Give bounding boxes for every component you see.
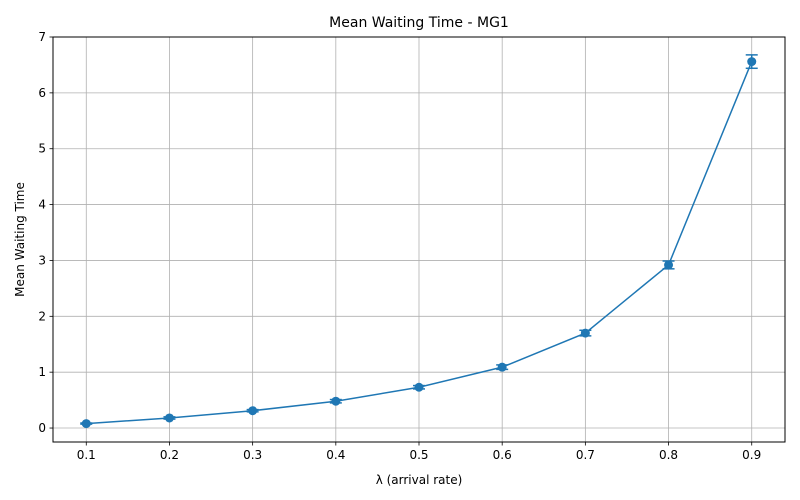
data-point [164, 413, 174, 423]
data-point [248, 406, 258, 416]
x-tick-label: 0.4 [326, 448, 345, 462]
chart-title: Mean Waiting Time - MG1 [329, 15, 509, 31]
data-point [580, 328, 590, 338]
x-axis-label: λ (arrival rate) [376, 473, 463, 487]
x-tick-label: 0.2 [160, 448, 179, 462]
plot-frame [52, 36, 786, 443]
data-point [747, 57, 757, 67]
grid [53, 36, 785, 442]
y-tick-label: 5 [38, 142, 46, 156]
x-tick-label: 0.3 [243, 448, 262, 462]
series [80, 54, 758, 429]
data-point [664, 260, 674, 270]
x-tick-label: 0.5 [409, 448, 428, 462]
y-tick-label: 2 [38, 309, 46, 323]
data-point [81, 419, 91, 429]
x-tick-label: 0.7 [576, 448, 595, 462]
y-tick-label: 6 [38, 86, 46, 100]
x-tick-label: 0.6 [493, 448, 512, 462]
x-tick-label: 0.9 [742, 448, 761, 462]
y-tick-label: 7 [38, 30, 46, 44]
y-ticks: 0 1 2 3 4 5 6 7 [38, 30, 53, 435]
data-point [497, 362, 507, 372]
x-tick-label: 0.8 [659, 448, 678, 462]
x-ticks: 0.1 0.2 0.3 0.4 0.5 0.6 0.7 0.8 0.9 [77, 442, 761, 462]
data-point [331, 396, 341, 406]
y-tick-label: 3 [38, 253, 46, 267]
y-tick-label: 4 [38, 198, 46, 212]
y-tick-label: 0 [38, 421, 46, 435]
y-axis-label: Mean Waiting Time [13, 182, 27, 297]
y-tick-label: 1 [38, 365, 46, 379]
x-tick-label: 0.1 [77, 448, 96, 462]
data-point [414, 382, 424, 392]
